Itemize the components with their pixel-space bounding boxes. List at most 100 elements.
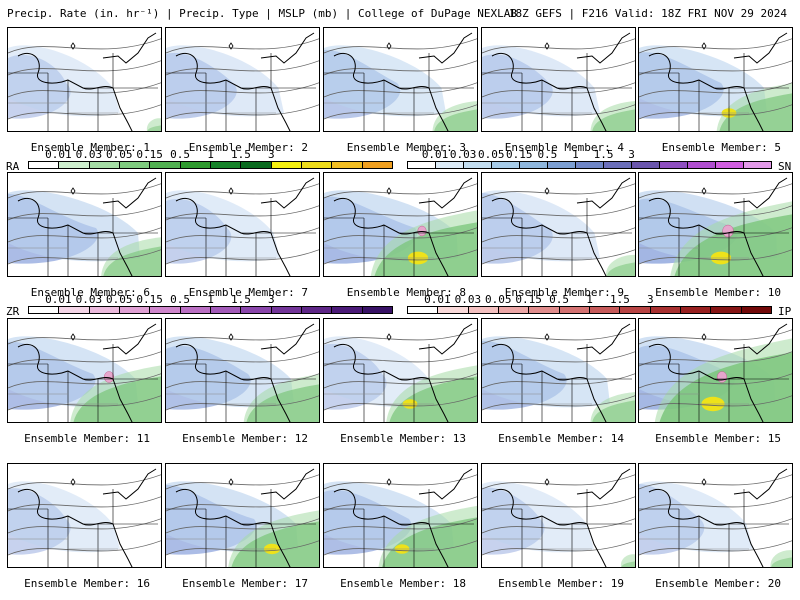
legend-tick: 1.5 bbox=[609, 293, 630, 306]
zr-legend: ZR 0.01 0.03 0.05 0.15 0.5 1 1.5 3 bbox=[0, 291, 800, 321]
light-snow-area bbox=[482, 336, 610, 408]
isobar bbox=[166, 60, 319, 76]
legend-swatch bbox=[529, 307, 560, 313]
state-border bbox=[639, 393, 749, 405]
ensemble-member-label: Ensemble Member: 4 bbox=[504, 141, 624, 154]
ensemble-member-label: Ensemble Member: 10 bbox=[655, 286, 781, 299]
legend-swatch bbox=[301, 162, 333, 168]
coastline bbox=[102, 177, 157, 209]
station-marker bbox=[544, 333, 550, 341]
isobar bbox=[482, 38, 635, 54]
legend-tick: 1 bbox=[586, 293, 593, 306]
isobar bbox=[639, 496, 792, 512]
legend-color-bar bbox=[407, 161, 772, 169]
state-border bbox=[324, 538, 434, 550]
isobar bbox=[324, 395, 477, 411]
isobar bbox=[8, 104, 161, 120]
isobar bbox=[482, 373, 635, 389]
legend-tick: 0.03 bbox=[75, 293, 103, 306]
isobar bbox=[639, 540, 792, 556]
ensemble-member-map bbox=[323, 463, 478, 568]
isobar bbox=[8, 60, 161, 76]
isobar bbox=[324, 82, 477, 98]
isobar bbox=[639, 82, 792, 98]
state-border bbox=[482, 247, 592, 259]
isobar bbox=[482, 227, 635, 243]
light-rain-area bbox=[770, 550, 792, 567]
map-header: Precip. Rate (in. hr⁻¹) | Precip. Type |… bbox=[7, 7, 793, 21]
legend-swatch bbox=[711, 307, 742, 313]
isobar bbox=[639, 60, 792, 76]
coastline bbox=[418, 177, 473, 209]
light-rain-area bbox=[146, 118, 161, 131]
ensemble-member-label: Ensemble Member: 11 bbox=[24, 432, 150, 445]
coastline bbox=[17, 197, 133, 276]
legend-tick: 0.01 bbox=[424, 293, 451, 306]
isobar bbox=[166, 395, 319, 411]
ensemble-member-label: Ensemble Member: 18 bbox=[340, 577, 466, 590]
ensemble-member-label: Ensemble Member: 19 bbox=[498, 577, 624, 590]
legend-swatch bbox=[271, 307, 302, 313]
legend-swatch bbox=[498, 307, 530, 313]
station-marker bbox=[70, 187, 76, 195]
coastline bbox=[648, 52, 764, 131]
legend-swatch bbox=[438, 307, 469, 313]
coastline bbox=[576, 32, 631, 64]
state-border bbox=[166, 393, 276, 405]
light-rain-area bbox=[228, 510, 319, 567]
legend-swatch bbox=[741, 307, 771, 313]
legend-swatch bbox=[468, 307, 499, 313]
ensemble-member-map bbox=[165, 463, 320, 568]
isobar bbox=[324, 205, 477, 221]
ensemble-member-map bbox=[165, 318, 320, 423]
station-marker bbox=[386, 187, 392, 195]
light-rain-area bbox=[70, 365, 161, 422]
legend-swatch bbox=[604, 162, 632, 168]
ensemble-member-label: Ensemble Member: 3 bbox=[346, 141, 466, 154]
station-marker bbox=[386, 478, 392, 486]
isobar bbox=[166, 496, 319, 512]
coastline bbox=[576, 177, 631, 209]
legend-swatch bbox=[29, 162, 60, 168]
isobar bbox=[8, 474, 161, 490]
legend-swatch bbox=[241, 307, 272, 313]
ensemble-member-label: Ensemble Member: 14 bbox=[498, 432, 624, 445]
legend-tick: 3 bbox=[628, 148, 635, 161]
isobar bbox=[166, 329, 319, 345]
isobar bbox=[166, 373, 319, 389]
isobar bbox=[8, 373, 161, 389]
station-marker bbox=[701, 478, 707, 486]
coastline bbox=[491, 52, 607, 131]
isobar bbox=[8, 183, 161, 199]
station-marker bbox=[544, 187, 550, 195]
isobar bbox=[324, 60, 477, 76]
header-valid-time: 18Z GEFS | F216 Valid: 18Z FRI NOV 29 20… bbox=[508, 7, 787, 20]
legend-swatch bbox=[332, 162, 363, 168]
ensemble-member-label: Ensemble Member: 17 bbox=[182, 577, 308, 590]
legend-tick: 1.5 bbox=[230, 293, 251, 306]
isobar bbox=[482, 474, 635, 490]
state-border bbox=[324, 247, 434, 259]
legend-swatch bbox=[150, 307, 181, 313]
legend-swatch bbox=[89, 162, 120, 168]
legend-swatch bbox=[59, 307, 90, 313]
isobar bbox=[639, 183, 792, 199]
light-snow-area bbox=[639, 45, 767, 117]
legend-swatch bbox=[620, 307, 651, 313]
station-marker bbox=[701, 333, 707, 341]
legend-tick: 0.05 bbox=[106, 148, 133, 161]
isobar bbox=[166, 183, 319, 199]
coastline bbox=[491, 197, 607, 276]
isobar bbox=[8, 249, 161, 265]
ensemble-member-label: Ensemble Member: 5 bbox=[661, 141, 781, 154]
legend-swatch bbox=[271, 162, 302, 168]
legend-tick: 0.5 bbox=[170, 148, 191, 161]
state-border bbox=[8, 393, 118, 405]
legend-swatch bbox=[210, 307, 242, 313]
isobar bbox=[482, 82, 635, 98]
ensemble-member-map bbox=[323, 172, 478, 277]
ensemble-member-label: Ensemble Member: 2 bbox=[188, 141, 308, 154]
legend-swatch bbox=[119, 307, 151, 313]
isobar bbox=[166, 474, 319, 490]
legend-swatch bbox=[119, 162, 151, 168]
